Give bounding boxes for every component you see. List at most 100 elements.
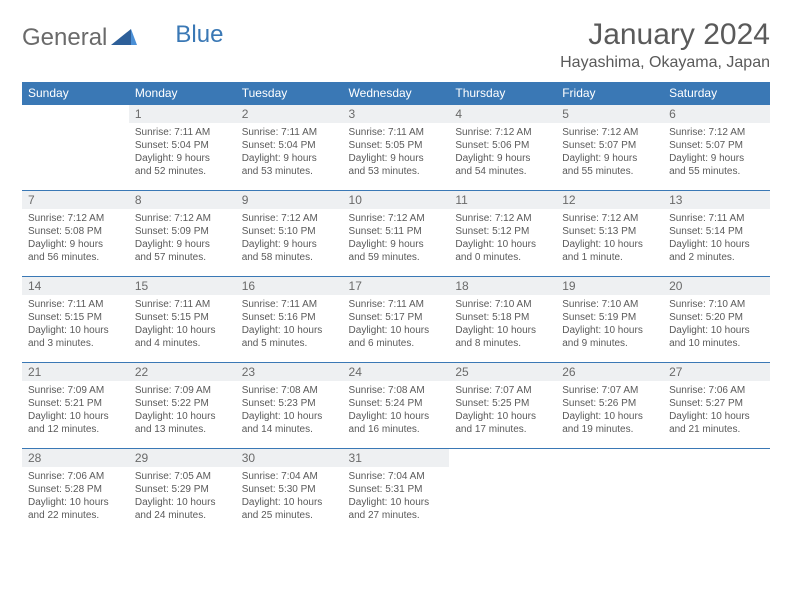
calendar-day-cell: 5Sunrise: 7:12 AMSunset: 5:07 PMDaylight… bbox=[556, 105, 663, 191]
day-detail-line: Sunset: 5:06 PM bbox=[455, 139, 550, 152]
weekday-header-row: Sunday Monday Tuesday Wednesday Thursday… bbox=[22, 82, 770, 105]
day-detail-line: Sunset: 5:21 PM bbox=[28, 397, 123, 410]
day-detail-line: Daylight: 9 hours bbox=[455, 152, 550, 165]
day-details: Sunrise: 7:10 AMSunset: 5:18 PMDaylight:… bbox=[449, 295, 556, 354]
day-detail-line: Sunset: 5:07 PM bbox=[669, 139, 764, 152]
weekday-header: Saturday bbox=[663, 82, 770, 105]
day-detail-line: Daylight: 10 hours bbox=[349, 496, 444, 509]
weekday-header: Tuesday bbox=[236, 82, 343, 105]
day-details: Sunrise: 7:11 AMSunset: 5:04 PMDaylight:… bbox=[129, 123, 236, 182]
day-detail-line: Daylight: 9 hours bbox=[669, 152, 764, 165]
day-detail-line: Sunrise: 7:12 AM bbox=[562, 212, 657, 225]
calendar-day-cell: 6Sunrise: 7:12 AMSunset: 5:07 PMDaylight… bbox=[663, 105, 770, 191]
day-detail-line: Sunset: 5:19 PM bbox=[562, 311, 657, 324]
day-detail-line: and 52 minutes. bbox=[135, 165, 230, 178]
calendar-day-cell bbox=[22, 105, 129, 191]
day-details: Sunrise: 7:11 AMSunset: 5:05 PMDaylight:… bbox=[343, 123, 450, 182]
day-detail-line: Sunrise: 7:10 AM bbox=[455, 298, 550, 311]
day-number: 20 bbox=[663, 277, 770, 295]
day-detail-line: Sunset: 5:07 PM bbox=[562, 139, 657, 152]
day-details: Sunrise: 7:12 AMSunset: 5:07 PMDaylight:… bbox=[556, 123, 663, 182]
day-detail-line: Sunrise: 7:12 AM bbox=[349, 212, 444, 225]
day-detail-line: and 10 minutes. bbox=[669, 337, 764, 350]
day-detail-line: and 4 minutes. bbox=[135, 337, 230, 350]
calendar-day-cell bbox=[556, 449, 663, 535]
day-details: Sunrise: 7:11 AMSunset: 5:15 PMDaylight:… bbox=[22, 295, 129, 354]
day-detail-line: and 19 minutes. bbox=[562, 423, 657, 436]
day-details: Sunrise: 7:12 AMSunset: 5:12 PMDaylight:… bbox=[449, 209, 556, 268]
brand-part1: General bbox=[22, 24, 107, 52]
calendar-day-cell: 23Sunrise: 7:08 AMSunset: 5:23 PMDayligh… bbox=[236, 363, 343, 449]
day-details: Sunrise: 7:12 AMSunset: 5:07 PMDaylight:… bbox=[663, 123, 770, 182]
day-detail-line: Sunrise: 7:11 AM bbox=[135, 298, 230, 311]
calendar-day-cell: 14Sunrise: 7:11 AMSunset: 5:15 PMDayligh… bbox=[22, 277, 129, 363]
calendar-day-cell: 4Sunrise: 7:12 AMSunset: 5:06 PMDaylight… bbox=[449, 105, 556, 191]
day-detail-line: and 25 minutes. bbox=[242, 509, 337, 522]
day-detail-line: Daylight: 9 hours bbox=[242, 152, 337, 165]
day-detail-line: Sunrise: 7:07 AM bbox=[562, 384, 657, 397]
calendar-body: 1Sunrise: 7:11 AMSunset: 5:04 PMDaylight… bbox=[22, 105, 770, 535]
day-detail-line: Sunset: 5:16 PM bbox=[242, 311, 337, 324]
calendar-day-cell: 31Sunrise: 7:04 AMSunset: 5:31 PMDayligh… bbox=[343, 449, 450, 535]
calendar-day-cell: 27Sunrise: 7:06 AMSunset: 5:27 PMDayligh… bbox=[663, 363, 770, 449]
day-details: Sunrise: 7:12 AMSunset: 5:09 PMDaylight:… bbox=[129, 209, 236, 268]
day-number: 8 bbox=[129, 191, 236, 209]
day-detail-line: Sunset: 5:23 PM bbox=[242, 397, 337, 410]
calendar-day-cell bbox=[449, 449, 556, 535]
day-detail-line: and 53 minutes. bbox=[349, 165, 444, 178]
calendar-day-cell bbox=[663, 449, 770, 535]
day-detail-line: and 59 minutes. bbox=[349, 251, 444, 264]
day-detail-line: Daylight: 10 hours bbox=[349, 410, 444, 423]
calendar-week-row: 21Sunrise: 7:09 AMSunset: 5:21 PMDayligh… bbox=[22, 363, 770, 449]
day-details: Sunrise: 7:12 AMSunset: 5:06 PMDaylight:… bbox=[449, 123, 556, 182]
day-details: Sunrise: 7:08 AMSunset: 5:24 PMDaylight:… bbox=[343, 381, 450, 440]
day-detail-line: and 13 minutes. bbox=[135, 423, 230, 436]
day-detail-line: Daylight: 10 hours bbox=[28, 324, 123, 337]
day-detail-line: and 56 minutes. bbox=[28, 251, 123, 264]
day-detail-line: Sunrise: 7:12 AM bbox=[562, 126, 657, 139]
day-detail-line: Sunrise: 7:04 AM bbox=[242, 470, 337, 483]
day-number: 22 bbox=[129, 363, 236, 381]
calendar-week-row: 14Sunrise: 7:11 AMSunset: 5:15 PMDayligh… bbox=[22, 277, 770, 363]
day-detail-line: Sunrise: 7:07 AM bbox=[455, 384, 550, 397]
weekday-header: Sunday bbox=[22, 82, 129, 105]
header: General Blue January 2024 Hayashima, Oka… bbox=[22, 18, 770, 72]
weekday-header: Thursday bbox=[449, 82, 556, 105]
day-detail-line: Daylight: 9 hours bbox=[28, 238, 123, 251]
day-number: 1 bbox=[129, 105, 236, 123]
day-detail-line: Sunrise: 7:09 AM bbox=[28, 384, 123, 397]
day-details: Sunrise: 7:09 AMSunset: 5:21 PMDaylight:… bbox=[22, 381, 129, 440]
day-details: Sunrise: 7:11 AMSunset: 5:16 PMDaylight:… bbox=[236, 295, 343, 354]
day-number: 13 bbox=[663, 191, 770, 209]
day-detail-line: Sunset: 5:28 PM bbox=[28, 483, 123, 496]
day-detail-line: Daylight: 10 hours bbox=[242, 496, 337, 509]
day-number: 27 bbox=[663, 363, 770, 381]
day-detail-line: Sunrise: 7:11 AM bbox=[349, 126, 444, 139]
calendar-day-cell: 29Sunrise: 7:05 AMSunset: 5:29 PMDayligh… bbox=[129, 449, 236, 535]
day-number: 25 bbox=[449, 363, 556, 381]
day-details: Sunrise: 7:11 AMSunset: 5:04 PMDaylight:… bbox=[236, 123, 343, 182]
day-detail-line: Daylight: 10 hours bbox=[135, 496, 230, 509]
calendar-week-row: 7Sunrise: 7:12 AMSunset: 5:08 PMDaylight… bbox=[22, 191, 770, 277]
day-number: 23 bbox=[236, 363, 343, 381]
weekday-header: Monday bbox=[129, 82, 236, 105]
day-details: Sunrise: 7:12 AMSunset: 5:08 PMDaylight:… bbox=[22, 209, 129, 268]
location-subtitle: Hayashima, Okayama, Japan bbox=[560, 54, 770, 72]
day-detail-line: Sunset: 5:17 PM bbox=[349, 311, 444, 324]
calendar-day-cell: 22Sunrise: 7:09 AMSunset: 5:22 PMDayligh… bbox=[129, 363, 236, 449]
day-details: Sunrise: 7:09 AMSunset: 5:22 PMDaylight:… bbox=[129, 381, 236, 440]
day-detail-line: and 55 minutes. bbox=[669, 165, 764, 178]
day-number: 31 bbox=[343, 449, 450, 467]
day-number: 15 bbox=[129, 277, 236, 295]
day-detail-line: Sunset: 5:04 PM bbox=[242, 139, 337, 152]
day-detail-line: Sunset: 5:15 PM bbox=[28, 311, 123, 324]
day-number: 30 bbox=[236, 449, 343, 467]
day-detail-line: Daylight: 10 hours bbox=[28, 410, 123, 423]
calendar-day-cell: 10Sunrise: 7:12 AMSunset: 5:11 PMDayligh… bbox=[343, 191, 450, 277]
day-detail-line: Daylight: 10 hours bbox=[242, 410, 337, 423]
day-detail-line: Daylight: 10 hours bbox=[669, 238, 764, 251]
day-detail-line: Daylight: 10 hours bbox=[562, 238, 657, 251]
calendar-day-cell: 12Sunrise: 7:12 AMSunset: 5:13 PMDayligh… bbox=[556, 191, 663, 277]
day-number: 9 bbox=[236, 191, 343, 209]
brand-logo: General Blue bbox=[22, 18, 223, 52]
